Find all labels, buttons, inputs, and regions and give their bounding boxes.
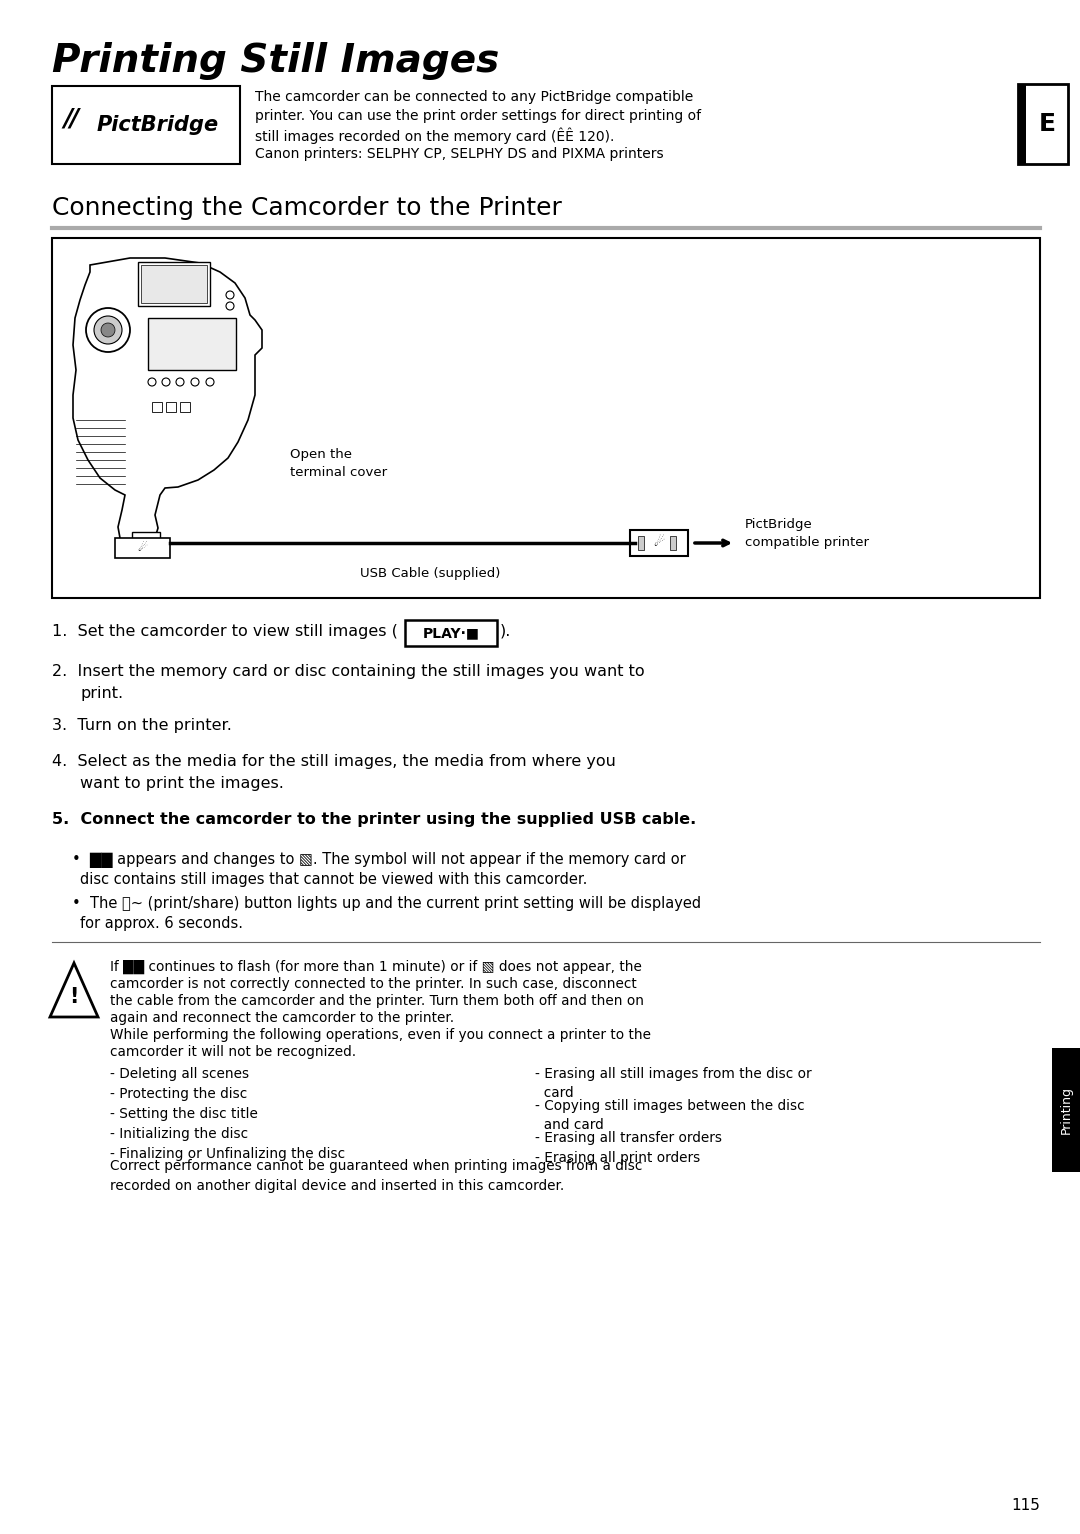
Text: the cable from the camcorder and the printer. Turn them both off and then on: the cable from the camcorder and the pri… [110, 994, 644, 1008]
Text: 3.  Turn on the printer.: 3. Turn on the printer. [52, 718, 232, 733]
Text: - Erasing all transfer orders: - Erasing all transfer orders [535, 1131, 723, 1144]
Text: While performing the following operations, even if you connect a printer to the: While performing the following operation… [110, 1028, 651, 1042]
Circle shape [226, 302, 234, 310]
Text: Printing Still Images: Printing Still Images [52, 41, 499, 80]
FancyBboxPatch shape [405, 620, 497, 646]
Circle shape [102, 324, 114, 337]
Bar [141, 265, 207, 304]
Bar [670, 535, 676, 551]
Text: PictBridge
compatible printer: PictBridge compatible printer [745, 518, 869, 549]
Circle shape [162, 377, 170, 387]
Text: for approx. 6 seconds.: for approx. 6 seconds. [80, 916, 243, 931]
Text: want to print the images.: want to print the images. [80, 776, 284, 792]
Text: If ██ continues to flash (for more than 1 minute) or if ▧ does not appear, the: If ██ continues to flash (for more than … [110, 960, 642, 974]
Text: Correct performance cannot be guaranteed when printing images from a disc
record: Correct performance cannot be guaranteed… [110, 1160, 643, 1193]
Text: - Copying still images between the disc
  and card: - Copying still images between the disc … [535, 1098, 805, 1132]
Circle shape [94, 316, 122, 344]
FancyBboxPatch shape [52, 86, 240, 164]
Text: 4.  Select as the media for the still images, the media from where you: 4. Select as the media for the still ima… [52, 755, 616, 769]
Bar [180, 402, 190, 413]
Circle shape [226, 291, 234, 299]
Text: /: / [64, 106, 72, 130]
Text: •  The ⎙∼ (print/share) button lights up and the current print setting will be d: • The ⎙∼ (print/share) button lights up … [72, 896, 701, 911]
Text: again and reconnect the camcorder to the printer.: again and reconnect the camcorder to the… [110, 1011, 454, 1025]
Bar [638, 535, 644, 551]
Text: - Erasing all print orders: - Erasing all print orders [535, 1150, 700, 1164]
Text: - Initializing the disc: - Initializing the disc [110, 1127, 248, 1141]
Text: Printing: Printing [1059, 1086, 1072, 1134]
Text: ☄: ☄ [137, 543, 147, 552]
FancyBboxPatch shape [1018, 84, 1068, 164]
Bar [1018, 84, 1026, 164]
Circle shape [86, 308, 130, 351]
Text: Open the
terminal cover: Open the terminal cover [291, 448, 387, 479]
Text: 2.  Insert the memory card or disc containing the still images you want to: 2. Insert the memory card or disc contai… [52, 664, 645, 680]
Polygon shape [73, 258, 262, 548]
Text: camcorder it will not be recognized.: camcorder it will not be recognized. [110, 1045, 356, 1058]
Text: /: / [69, 106, 79, 130]
Text: ).: ). [500, 624, 511, 640]
Text: •  ██ appears and changes to ▧. The symbol will not appear if the memory card or: • ██ appears and changes to ▧. The symbo… [72, 851, 686, 868]
Text: PictBridge: PictBridge [97, 115, 219, 135]
Bar [138, 262, 210, 305]
Text: The camcorder can be connected to any PictBridge compatible: The camcorder can be connected to any Pi… [255, 91, 693, 104]
Bar [148, 318, 237, 370]
Text: disc contains still images that cannot be viewed with this camcorder.: disc contains still images that cannot b… [80, 871, 588, 887]
Text: 5.  Connect the camcorder to the printer using the supplied USB cable.: 5. Connect the camcorder to the printer … [52, 811, 697, 827]
Circle shape [206, 377, 214, 387]
Text: still images recorded on the memory card (ÊÊ 120).: still images recorded on the memory card… [255, 127, 615, 144]
Bar [630, 531, 688, 555]
Text: - Finalizing or Unfinalizing the disc: - Finalizing or Unfinalizing the disc [110, 1147, 346, 1161]
Text: Canon printers: SELPHY CP, SELPHY DS and PIXMA printers: Canon printers: SELPHY CP, SELPHY DS and… [255, 147, 663, 161]
Text: 115: 115 [1011, 1499, 1040, 1513]
Text: USB Cable (supplied): USB Cable (supplied) [360, 568, 500, 580]
Text: print.: print. [80, 686, 123, 701]
Text: ☄: ☄ [653, 537, 664, 549]
Circle shape [191, 377, 199, 387]
Text: E: E [1039, 112, 1055, 137]
Text: Connecting the Camcorder to the Printer: Connecting the Camcorder to the Printer [52, 196, 562, 219]
Text: !: ! [69, 986, 79, 1006]
FancyBboxPatch shape [52, 238, 1040, 598]
Bar [152, 402, 162, 413]
Text: - Protecting the disc: - Protecting the disc [110, 1088, 247, 1101]
Circle shape [176, 377, 184, 387]
Bar [166, 402, 176, 413]
Bar [132, 532, 160, 546]
Bar [114, 538, 170, 558]
Bar [1052, 1048, 1080, 1172]
Text: camcorder is not correctly connected to the printer. In such case, disconnect: camcorder is not correctly connected to … [110, 977, 637, 991]
Text: - Setting the disc title: - Setting the disc title [110, 1108, 258, 1121]
Circle shape [148, 377, 156, 387]
Text: - Deleting all scenes: - Deleting all scenes [110, 1068, 249, 1081]
Text: - Erasing all still images from the disc or
  card: - Erasing all still images from the disc… [535, 1068, 812, 1100]
Text: 1.  Set the camcorder to view still images (: 1. Set the camcorder to view still image… [52, 624, 397, 640]
Text: PLAY·■: PLAY·■ [422, 626, 480, 640]
Polygon shape [50, 963, 98, 1017]
Text: printer. You can use the print order settings for direct printing of: printer. You can use the print order set… [255, 109, 701, 123]
